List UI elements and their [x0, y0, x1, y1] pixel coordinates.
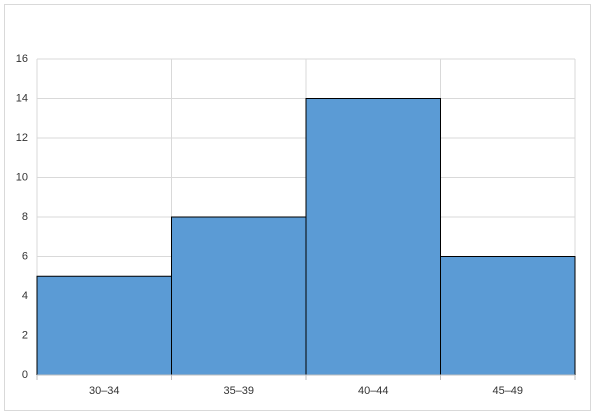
y-tick-label: 6	[22, 250, 28, 262]
y-tick-label: 2	[22, 329, 28, 341]
y-tick-label: 8	[22, 211, 28, 223]
y-tick-label: 4	[22, 290, 28, 302]
bar	[171, 216, 307, 376]
y-tick-label: 0	[22, 369, 28, 381]
bar	[36, 275, 172, 376]
x-tick-label: 40–44	[358, 385, 389, 397]
x-tick-label: 35–39	[223, 385, 254, 397]
bar	[440, 256, 576, 376]
y-tick-label: 12	[16, 132, 28, 144]
bar	[305, 98, 441, 376]
y-tick-label: 10	[16, 171, 28, 183]
x-tick-label: 45–49	[492, 385, 523, 397]
y-tick-label: 16	[16, 53, 28, 65]
y-tick-label: 14	[16, 92, 28, 104]
x-tick-label: 30–34	[89, 385, 120, 397]
